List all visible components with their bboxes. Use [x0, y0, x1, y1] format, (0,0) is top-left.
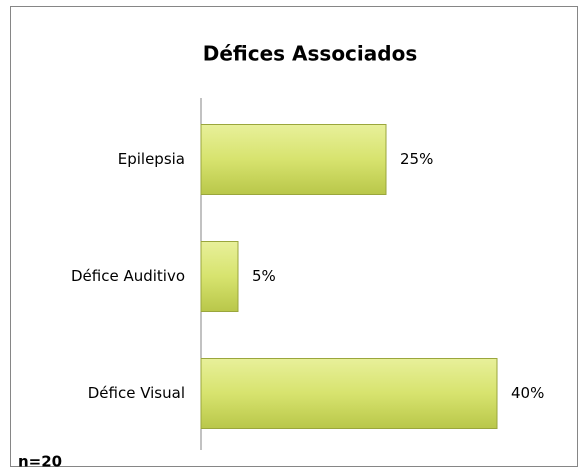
value-label: 5%	[252, 267, 276, 285]
bar	[200, 124, 387, 195]
bar	[200, 241, 239, 312]
value-label: 40%	[511, 384, 544, 402]
bar	[200, 358, 498, 429]
category-label: Epilepsia	[118, 150, 185, 168]
value-label: 25%	[400, 150, 433, 168]
category-label: Défice Visual	[88, 384, 185, 402]
annotation: n=20	[18, 453, 62, 471]
chart-title: Défices Associados	[203, 42, 417, 66]
category-label: Défice Auditivo	[71, 267, 185, 285]
